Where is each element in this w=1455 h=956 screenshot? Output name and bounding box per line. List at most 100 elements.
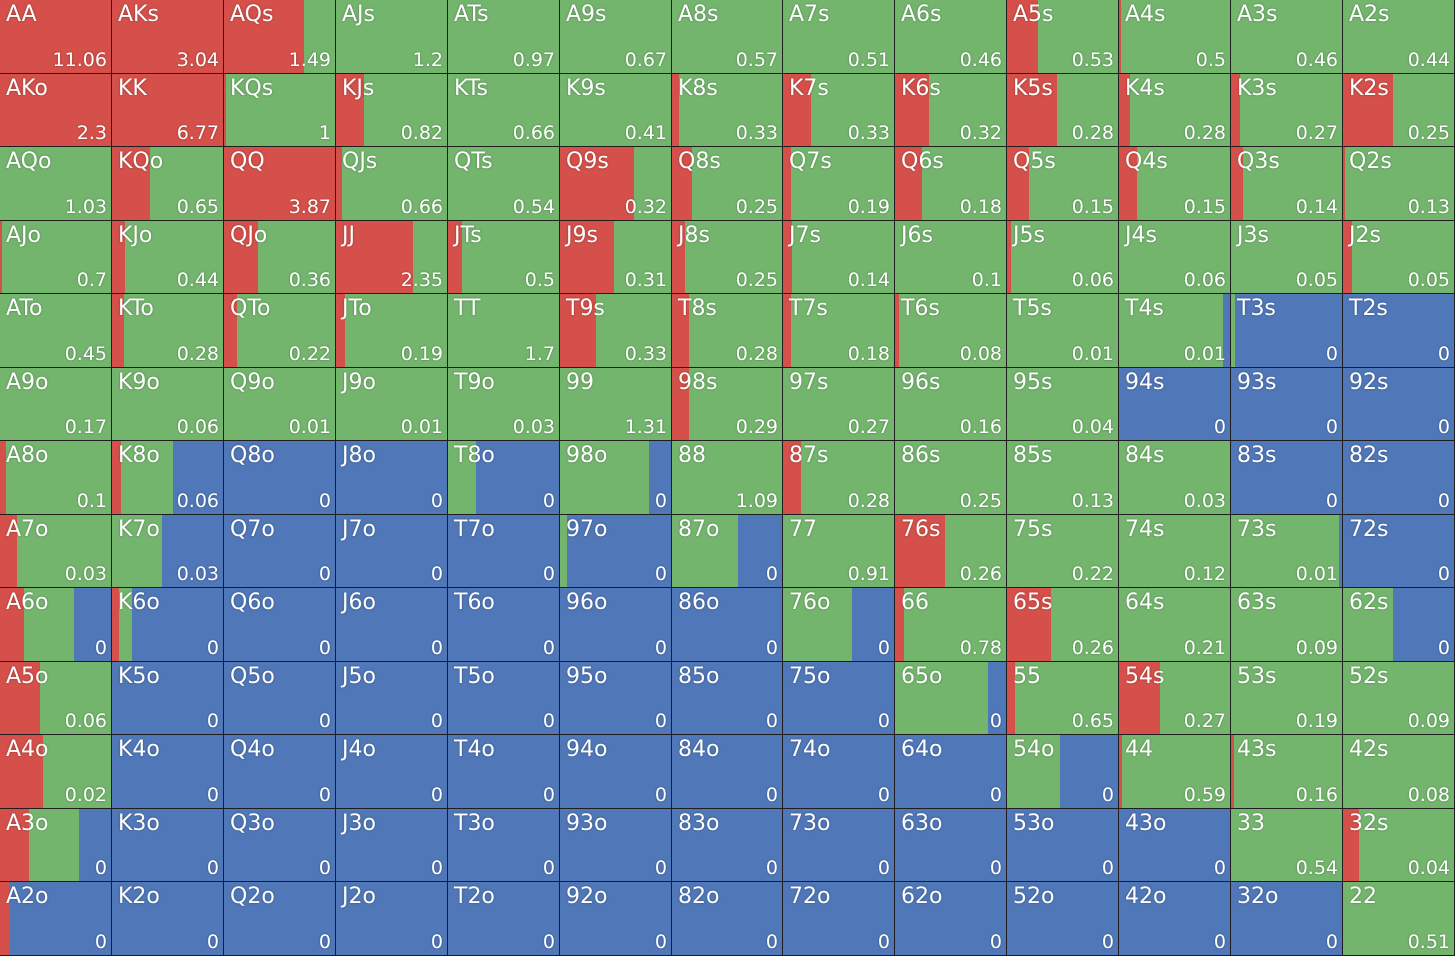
hand-cell-55[interactable]: 55 0.65 [1007,662,1119,735]
hand-cell-K3s[interactable]: K3s 0.27 [1231,74,1343,147]
hand-cell-82s[interactable]: 82s 0 [1343,441,1455,515]
hand-cell-87o[interactable]: 87o 0 [672,515,783,588]
hand-cell-86s[interactable]: 86s 0.25 [895,441,1007,515]
hand-cell-85s[interactable]: 85s 0.13 [1007,441,1119,515]
hand-cell-A6s[interactable]: A6s 0.46 [895,0,1007,74]
hand-cell-73s[interactable]: 73s 0.01 [1231,515,1343,588]
hand-cell-95s[interactable]: 95s 0.04 [1007,368,1119,441]
hand-cell-TT[interactable]: TT 1.7 [448,294,560,368]
hand-cell-94o[interactable]: 94o 0 [560,735,672,809]
hand-cell-J4s[interactable]: J4s 0.06 [1119,221,1231,294]
hand-cell-84s[interactable]: 84s 0.03 [1119,441,1231,515]
hand-cell-Q3o[interactable]: Q3o 0 [224,809,336,882]
hand-cell-74o[interactable]: 74o 0 [783,735,895,809]
hand-cell-95o[interactable]: 95o 0 [560,662,672,735]
hand-cell-J9s[interactable]: J9s 0.31 [560,221,672,294]
hand-cell-QJo[interactable]: QJo 0.36 [224,221,336,294]
hand-cell-A7o[interactable]: A7o 0.03 [0,515,112,588]
hand-cell-K9o[interactable]: K9o 0.06 [112,368,224,441]
hand-cell-99[interactable]: 99 1.31 [560,368,672,441]
hand-cell-AKo[interactable]: AKo 2.3 [0,74,112,147]
hand-cell-J5s[interactable]: J5s 0.06 [1007,221,1119,294]
hand-cell-QQ[interactable]: QQ 3.87 [224,147,336,221]
hand-cell-82o[interactable]: 82o 0 [672,882,783,956]
hand-cell-T2o[interactable]: T2o 0 [448,882,560,956]
hand-cell-Q8s[interactable]: Q8s 0.25 [672,147,783,221]
hand-cell-AQs[interactable]: AQs 1.49 [224,0,336,74]
hand-cell-KTs[interactable]: KTs 0.66 [448,74,560,147]
hand-cell-K4s[interactable]: K4s 0.28 [1119,74,1231,147]
hand-cell-K4o[interactable]: K4o 0 [112,735,224,809]
hand-cell-K6s[interactable]: K6s 0.32 [895,74,1007,147]
hand-cell-87s[interactable]: 87s 0.28 [783,441,895,515]
hand-cell-T4o[interactable]: T4o 0 [448,735,560,809]
hand-cell-Q5s[interactable]: Q5s 0.15 [1007,147,1119,221]
hand-cell-75s[interactable]: 75s 0.22 [1007,515,1119,588]
hand-cell-J8o[interactable]: J8o 0 [336,441,448,515]
hand-cell-K7s[interactable]: K7s 0.33 [783,74,895,147]
hand-cell-64s[interactable]: 64s 0.21 [1119,588,1231,662]
hand-cell-T6o[interactable]: T6o 0 [448,588,560,662]
hand-cell-KTo[interactable]: KTo 0.28 [112,294,224,368]
hand-cell-AA[interactable]: AA 11.06 [0,0,112,74]
hand-cell-43s[interactable]: 43s 0.16 [1231,735,1343,809]
hand-cell-KQo[interactable]: KQo 0.65 [112,147,224,221]
hand-cell-88[interactable]: 88 1.09 [672,441,783,515]
hand-cell-KK[interactable]: KK 6.77 [112,74,224,147]
hand-cell-T7s[interactable]: T7s 0.18 [783,294,895,368]
hand-cell-Q6s[interactable]: Q6s 0.18 [895,147,1007,221]
hand-cell-J7o[interactable]: J7o 0 [336,515,448,588]
hand-cell-97s[interactable]: 97s 0.27 [783,368,895,441]
hand-cell-K2s[interactable]: K2s 0.25 [1343,74,1455,147]
hand-cell-65o[interactable]: 65o 0 [895,662,1007,735]
hand-cell-52o[interactable]: 52o 0 [1007,882,1119,956]
hand-cell-Q3s[interactable]: Q3s 0.14 [1231,147,1343,221]
hand-cell-73o[interactable]: 73o 0 [783,809,895,882]
hand-cell-54s[interactable]: 54s 0.27 [1119,662,1231,735]
hand-cell-A5o[interactable]: A5o 0.06 [0,662,112,735]
hand-cell-98o[interactable]: 98o 0 [560,441,672,515]
hand-cell-Q8o[interactable]: Q8o 0 [224,441,336,515]
hand-cell-A2s[interactable]: A2s 0.44 [1343,0,1455,74]
hand-cell-Q4o[interactable]: Q4o 0 [224,735,336,809]
hand-cell-Q7o[interactable]: Q7o 0 [224,515,336,588]
hand-cell-63s[interactable]: 63s 0.09 [1231,588,1343,662]
hand-cell-T3o[interactable]: T3o 0 [448,809,560,882]
hand-cell-Q4s[interactable]: Q4s 0.15 [1119,147,1231,221]
hand-cell-76s[interactable]: 76s 0.26 [895,515,1007,588]
hand-cell-J6s[interactable]: J6s 0.1 [895,221,1007,294]
hand-cell-Q5o[interactable]: Q5o 0 [224,662,336,735]
hand-cell-AJs[interactable]: AJs 1.2 [336,0,448,74]
hand-cell-63o[interactable]: 63o 0 [895,809,1007,882]
hand-cell-K8s[interactable]: K8s 0.33 [672,74,783,147]
hand-cell-93s[interactable]: 93s 0 [1231,368,1343,441]
hand-cell-76o[interactable]: 76o 0 [783,588,895,662]
hand-cell-J3o[interactable]: J3o 0 [336,809,448,882]
hand-cell-J5o[interactable]: J5o 0 [336,662,448,735]
hand-cell-JTs[interactable]: JTs 0.5 [448,221,560,294]
hand-cell-93o[interactable]: 93o 0 [560,809,672,882]
hand-cell-K6o[interactable]: K6o 0 [112,588,224,662]
hand-cell-A3s[interactable]: A3s 0.46 [1231,0,1343,74]
hand-cell-A2o[interactable]: A2o 0 [0,882,112,956]
hand-cell-44[interactable]: 44 0.59 [1119,735,1231,809]
hand-cell-94s[interactable]: 94s 0 [1119,368,1231,441]
hand-cell-K3o[interactable]: K3o 0 [112,809,224,882]
hand-cell-T7o[interactable]: T7o 0 [448,515,560,588]
hand-cell-J7s[interactable]: J7s 0.14 [783,221,895,294]
hand-cell-T2s[interactable]: T2s 0 [1343,294,1455,368]
hand-cell-77[interactable]: 77 0.91 [783,515,895,588]
hand-cell-K9s[interactable]: K9s 0.41 [560,74,672,147]
hand-cell-85o[interactable]: 85o 0 [672,662,783,735]
hand-cell-A6o[interactable]: A6o 0 [0,588,112,662]
hand-cell-T9s[interactable]: T9s 0.33 [560,294,672,368]
hand-cell-J8s[interactable]: J8s 0.25 [672,221,783,294]
hand-cell-86o[interactable]: 86o 0 [672,588,783,662]
hand-cell-Q9o[interactable]: Q9o 0.01 [224,368,336,441]
hand-cell-A5s[interactable]: A5s 0.53 [1007,0,1119,74]
hand-cell-KJs[interactable]: KJs 0.82 [336,74,448,147]
hand-cell-53s[interactable]: 53s 0.19 [1231,662,1343,735]
hand-cell-72o[interactable]: 72o 0 [783,882,895,956]
hand-cell-J4o[interactable]: J4o 0 [336,735,448,809]
hand-cell-32o[interactable]: 32o 0 [1231,882,1343,956]
